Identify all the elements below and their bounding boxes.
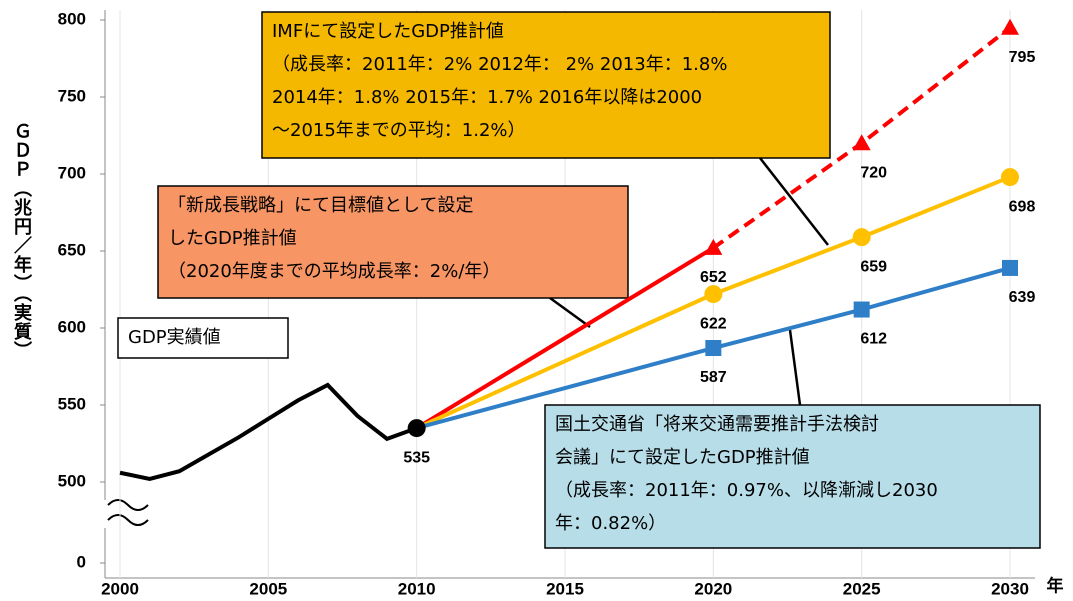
y-tick-label: 500 [58,471,86,490]
x-tick-label: 2005 [249,579,287,598]
callout: IMFにて設定したGDP推計値 （成長率：2011年：2% 2012年： 2% 2… [261,11,831,246]
x-tick-label: 2000 [101,579,139,598]
marker [853,301,870,318]
x-tick-label: 2015 [546,579,584,598]
marker [407,419,426,438]
marker [705,340,722,357]
y-tick-label: 550 [58,394,86,413]
data-label: 698 [1009,198,1036,215]
x-tick-label: 2025 [843,579,881,598]
data-label: 659 [860,258,887,275]
series-line [119,382,418,481]
data-label: 622 [700,315,727,332]
data-label: 795 [1009,49,1036,66]
marker [704,285,723,304]
x-tick-label: 2020 [694,579,732,598]
x-tick-label: 2010 [398,579,436,598]
data-label: 535 [403,449,430,466]
leader-line [788,329,802,406]
marker [852,134,871,151]
marks: 535 652 720 795 622 659 698 587 612 639 [403,18,1036,466]
callout-text: 会議」にて設定したGDP推計値 [555,447,810,468]
data-label: 652 [700,269,727,286]
leader-line [549,296,591,329]
data-label: 639 [1009,289,1036,306]
marker [704,238,723,255]
connector-line [416,346,714,431]
annotations: IMFにて設定したGDP推計値 （成長率：2011年：2% 2012年： 2% 2… [117,11,1041,549]
axis-break [107,499,149,526]
x-tick-label: 2030 [991,579,1029,598]
y-tick-label: 700 [58,163,86,182]
y-tick-label: 650 [58,240,86,259]
callout-box [157,185,629,299]
marker [1002,259,1018,276]
callout-box [261,11,831,159]
callout-text: ～2015年までの平均：1.2%） [272,120,526,141]
callout-box [544,404,1041,549]
marker [852,228,871,247]
callout-text: （成長率：2011年：2% 2012年： 2% 2013年：1.8% [272,54,727,75]
callout-text: したGDP推計値 [168,228,297,249]
data-label: 720 [860,164,887,181]
y-axis-label: ＧＤＰ（兆円／年）（実質） [11,122,32,360]
leader-line [759,157,829,246]
callout: GDP実績値 [117,317,289,359]
callout-text: （2020年度までの平均成長率：2%/年） [168,261,500,282]
x-axis-label: 年 [1047,575,1064,595]
callout-text: 国土交通省「将来交通需要推計手法検討 [555,414,879,435]
connector-line [415,292,715,430]
marker [1001,168,1019,187]
y-tick-label: 750 [58,86,86,105]
data-label: 612 [860,331,887,348]
callout-text: 年：0.82%） [555,513,666,534]
y-tick-label: 800 [58,9,86,28]
data-label: 587 [700,369,727,386]
callout-text: GDP実績値 [128,327,221,348]
y-tick-label: 600 [58,317,86,336]
callout-text: （成長率：2011年：0.97%、以降漸減し2030 [555,480,938,501]
callout-text: IMFにて設定したGDP推計値 [272,21,504,42]
callout-text: 「新成長戦略」にて目標値として設定 [168,195,473,216]
marker [1001,18,1019,35]
callout-box [117,317,289,359]
y-tick-label: 0 [77,552,86,571]
callout-text: 2014年：1.8% 2015年：1.7% 2016年以降は2000 [272,87,702,108]
connector-line [415,246,715,430]
